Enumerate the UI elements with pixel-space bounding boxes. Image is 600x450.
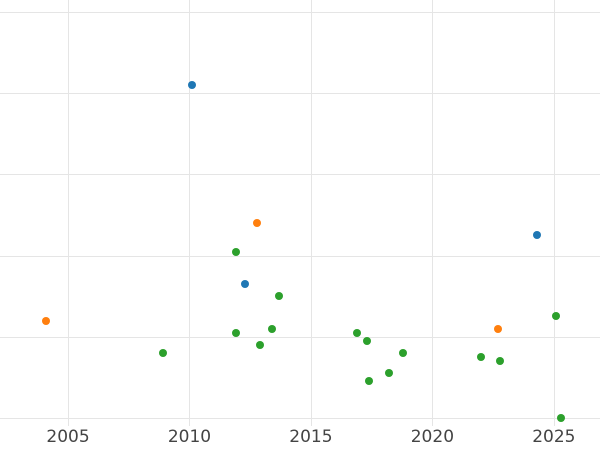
data-point-green bbox=[255, 340, 264, 349]
data-point-blue bbox=[187, 81, 196, 90]
x-gridline bbox=[68, 0, 70, 426]
y-gridline bbox=[0, 12, 600, 14]
y-gridline bbox=[0, 93, 600, 95]
data-point-green bbox=[399, 348, 408, 357]
y-gridline bbox=[0, 417, 600, 419]
x-gridline bbox=[310, 0, 312, 426]
data-point-green bbox=[552, 312, 561, 321]
x-gridline bbox=[189, 0, 191, 426]
x-tick-label: 2010 bbox=[167, 427, 212, 447]
data-point-orange bbox=[253, 219, 262, 228]
data-point-orange bbox=[42, 316, 51, 325]
x-tick-label: 2020 bbox=[410, 427, 455, 447]
x-gridline bbox=[432, 0, 434, 426]
x-tick-label: 2005 bbox=[46, 427, 90, 447]
x-gridline bbox=[553, 0, 555, 426]
data-point-green bbox=[496, 357, 505, 366]
data-point-green bbox=[275, 292, 284, 301]
data-point-green bbox=[353, 328, 362, 337]
data-point-green bbox=[557, 413, 566, 422]
x-tick-label: 2025 bbox=[532, 427, 576, 447]
y-gridline bbox=[0, 336, 600, 338]
data-point-orange bbox=[493, 324, 502, 333]
x-tick-label: 2015 bbox=[289, 427, 333, 447]
data-point-green bbox=[231, 247, 240, 256]
y-gridline bbox=[0, 255, 600, 257]
data-point-green bbox=[384, 369, 393, 378]
data-point-blue bbox=[241, 280, 250, 288]
data-point-green bbox=[158, 348, 167, 357]
plot-area bbox=[0, 0, 600, 426]
data-point-green bbox=[268, 324, 277, 333]
data-point-green bbox=[476, 353, 485, 362]
y-gridline bbox=[0, 174, 600, 176]
data-point-green bbox=[365, 377, 374, 386]
data-point-green bbox=[231, 328, 240, 337]
x-axis: 2005 2010 2015 2020 2025 bbox=[0, 426, 600, 450]
data-point-green bbox=[362, 336, 371, 345]
data-point-blue bbox=[532, 231, 541, 240]
